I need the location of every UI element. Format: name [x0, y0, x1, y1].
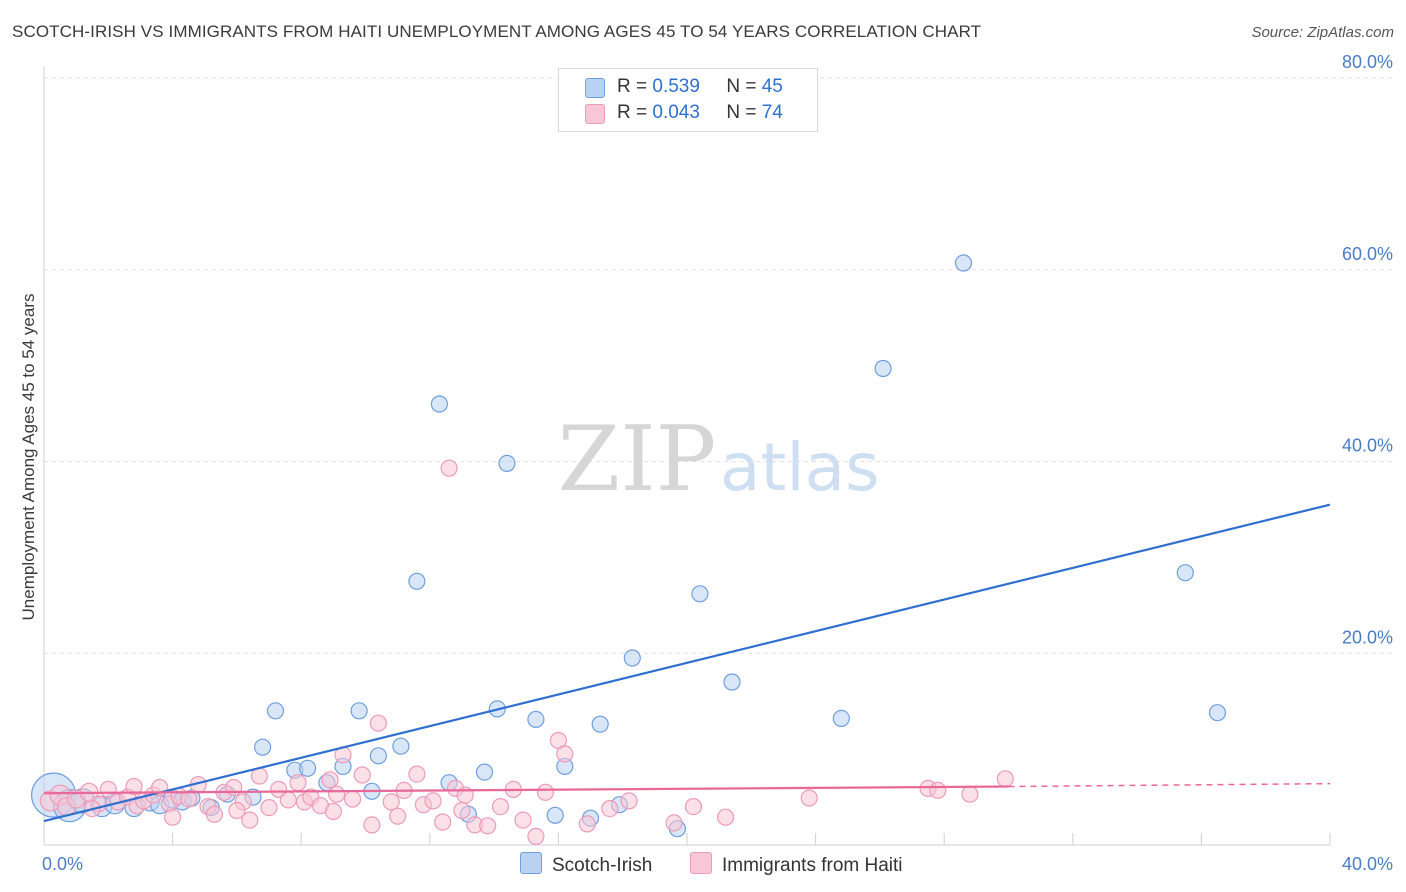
haiti-point [996, 770, 1014, 788]
haiti-point [369, 714, 387, 732]
legend-swatch-scotch-irish [585, 78, 605, 98]
bottom-legend-haiti: Immigrants from Haiti [690, 852, 903, 877]
y-tick-label: 80.0% [1342, 52, 1393, 72]
haiti-trend-line [43, 785, 1009, 795]
haiti-point [408, 765, 426, 783]
axes [43, 66, 1331, 846]
legend-r-label: R = [617, 76, 648, 97]
haiti-point [929, 781, 947, 800]
haiti-point [961, 785, 979, 803]
haiti-point [665, 814, 683, 832]
legend-n-value: 45 [761, 76, 783, 97]
correlation-legend: R = 0.539 N = 45 R = 0.043 N = 74 [558, 68, 818, 132]
haiti-point [389, 807, 407, 825]
haiti-point [205, 805, 223, 823]
haiti-point [601, 799, 619, 818]
haiti-trend-line-extension [1008, 782, 1331, 788]
haiti-point [424, 792, 442, 810]
haiti-point [440, 459, 458, 477]
watermark-atlas: atlas [720, 429, 880, 506]
scotch-irish-point [350, 702, 368, 720]
scotch-irish-point [691, 585, 709, 603]
legend-n-label: N = [726, 76, 757, 97]
x-tick-label: 40.0% [1342, 854, 1393, 874]
haiti-point [289, 774, 307, 792]
data-points [30, 254, 1227, 846]
haiti-point [180, 790, 198, 808]
scotch-irish-point [591, 715, 609, 733]
scotch-irish-trend-line [43, 503, 1331, 823]
haiti-point [514, 811, 532, 829]
bottom-legend-swatch-scotch-irish [520, 852, 542, 874]
grid-lines [44, 77, 1392, 654]
bottom-legend-label: Immigrants from Haiti [722, 855, 903, 876]
scotch-irish-point [475, 763, 494, 781]
watermark-zip: ZIP [558, 407, 717, 512]
scotch-irish-point [369, 747, 387, 765]
scotch-irish-point [1176, 564, 1194, 582]
haiti-point [344, 790, 362, 808]
scotch-irish-point [392, 737, 410, 755]
chart-title: SCOTCH-IRISH VS IMMIGRANTS FROM HAITI UN… [12, 22, 982, 41]
haiti-point [321, 771, 339, 789]
haiti-point [353, 766, 371, 784]
scotch-irish-point [266, 702, 285, 720]
legend-r-value: 0.043 [652, 102, 700, 123]
trend-lines [43, 503, 1331, 823]
y-tick-label: 20.0% [1342, 627, 1393, 647]
haiti-point [279, 791, 297, 809]
haiti-point [453, 801, 471, 820]
haiti-point [556, 745, 574, 763]
y-tick-label: 60.0% [1342, 244, 1393, 264]
haiti-point [527, 827, 545, 846]
haiti-point [382, 793, 400, 811]
haiti-point [363, 816, 381, 834]
haiti-point [228, 801, 246, 820]
tick-labels: 20.0% 40.0% 60.0% 80.0% 0.0% 40.0% [42, 52, 1393, 874]
legend-n-label: N = [726, 102, 757, 123]
haiti-point [164, 808, 182, 826]
haiti-point [479, 817, 497, 835]
haiti-point [800, 789, 818, 807]
scotch-irish-point [723, 673, 741, 691]
haiti-point [125, 777, 143, 796]
scotch-irish-point [254, 738, 272, 756]
haiti-point [260, 798, 278, 817]
scotch-irish-point [527, 710, 545, 729]
legend-r-value: 0.539 [652, 76, 700, 97]
haiti-point [536, 783, 555, 801]
scotch-irish-point [954, 254, 973, 272]
haiti-point [578, 815, 596, 833]
haiti-point [241, 811, 259, 829]
scotch-irish-point [498, 454, 516, 472]
scotch-irish-point [832, 709, 850, 728]
legend-swatch-haiti [585, 104, 605, 124]
legend-r-label: R = [617, 102, 648, 123]
bottom-legend-label: Scotch-Irish [552, 855, 653, 876]
scotch-irish-point [299, 759, 317, 777]
haiti-point [225, 778, 243, 797]
haiti-point [328, 785, 346, 803]
scotch-irish-point [408, 572, 426, 590]
haiti-point [684, 797, 703, 816]
haiti-point [716, 808, 735, 826]
scotch-irish-point [546, 806, 564, 824]
legend-n-value: 74 [761, 102, 783, 123]
haiti-point [434, 813, 452, 831]
y-tick-label: 40.0% [1342, 436, 1393, 456]
bottom-legend-swatch-haiti [690, 852, 712, 874]
haiti-point [324, 802, 342, 821]
haiti-point [620, 792, 638, 810]
scotch-irish-point [623, 649, 641, 667]
chart-source: Source: ZipAtlas.com [1251, 24, 1394, 41]
scotch-irish-point [1208, 704, 1227, 722]
watermark: ZIP atlas [558, 407, 880, 512]
x-tick-label: 0.0% [42, 854, 83, 874]
haiti-point [491, 797, 510, 816]
scotch-irish-point [430, 395, 448, 413]
y-axis-label: Unemployment Among Ages 45 to 54 years [19, 294, 38, 621]
scotch-irish-point [874, 359, 892, 378]
bottom-legend-scotch-irish: Scotch-Irish [520, 852, 652, 877]
